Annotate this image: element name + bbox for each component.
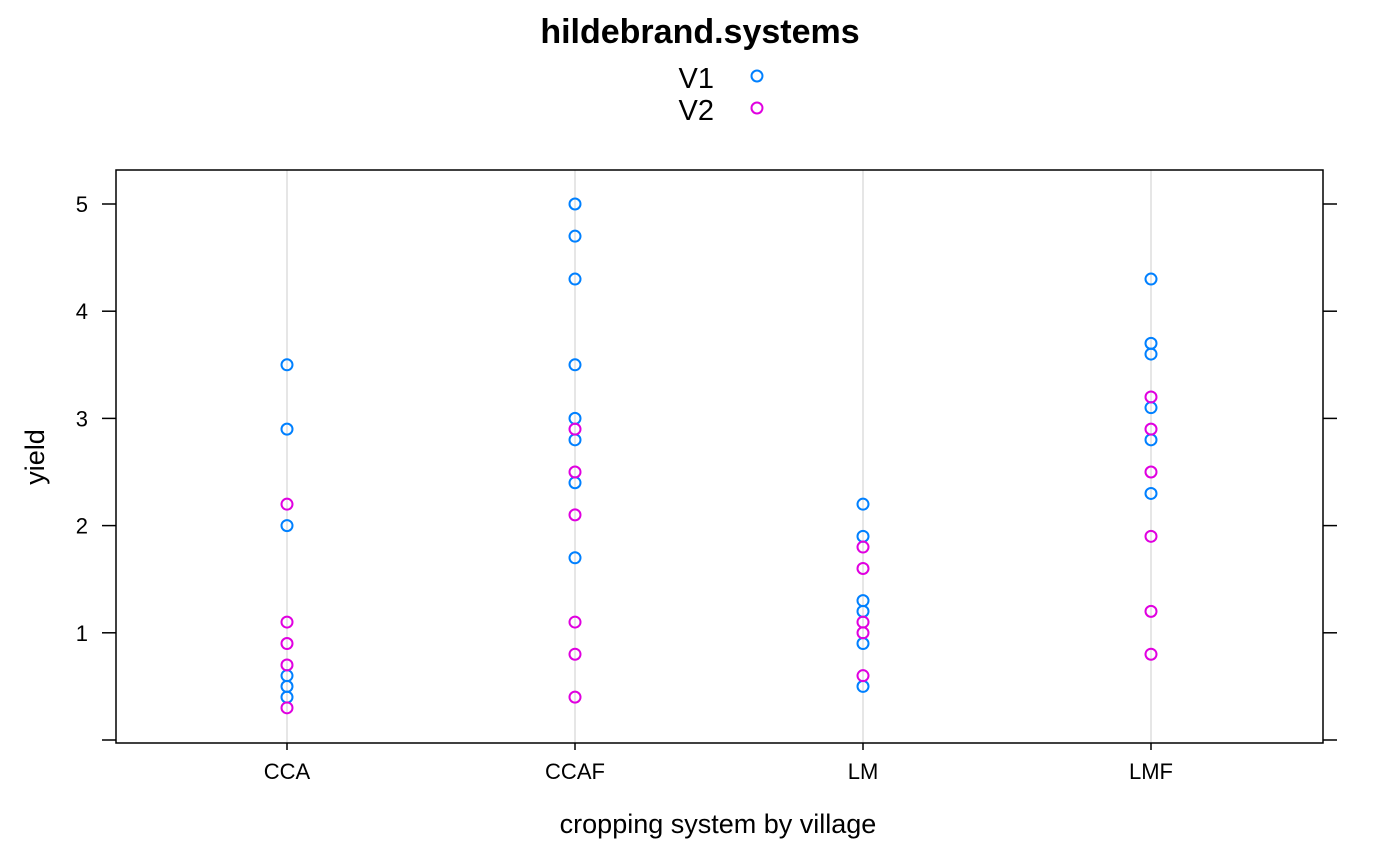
point-v2-lmf-20	[1144, 604, 1158, 618]
y-tick-label-1: 1	[76, 621, 88, 646]
point-v1-ccaf-13	[568, 551, 582, 565]
point-v2-lm-15	[856, 669, 870, 683]
chart-title: hildebrand.systems	[540, 13, 859, 51]
point-v1-lmf-20	[1144, 272, 1158, 286]
point-v2-ccaf-6	[568, 465, 582, 479]
point-v2-lm-12	[856, 561, 870, 575]
x-tick-label-ccaf: CCAF	[545, 759, 605, 784]
y-tick-label-4: 4	[76, 299, 88, 324]
x-axis-label: cropping system by village	[560, 809, 877, 839]
point-v1-cca-2	[280, 519, 294, 533]
legend: V1 V2	[679, 63, 764, 127]
plot-frame	[115, 169, 1324, 744]
point-v1-lm-14	[856, 497, 870, 511]
x-tick-label-cca: CCA	[264, 759, 311, 784]
y-tick-label-5: 5	[76, 192, 88, 217]
point-v2-lm-11	[856, 540, 870, 554]
y-tick-label-3: 3	[76, 406, 88, 431]
point-v1-ccaf-9	[568, 358, 582, 372]
point-v2-ccaf-9	[568, 647, 582, 661]
point-v1-ccaf-7	[568, 229, 582, 243]
point-v2-lmf-17	[1144, 422, 1158, 436]
point-v1-ccaf-6	[568, 197, 582, 211]
point-v1-cca-1	[280, 422, 294, 436]
x-tick-label-lmf: LMF	[1129, 759, 1173, 784]
data-points	[280, 197, 1158, 715]
point-v2-lmf-19	[1144, 529, 1158, 543]
point-v2-cca-1	[280, 615, 294, 629]
point-v2-lmf-21	[1144, 647, 1158, 661]
point-v2-ccaf-7	[568, 508, 582, 522]
x-tick-label-lm: LM	[848, 759, 879, 784]
point-v2-cca-4	[280, 701, 294, 715]
y-axis: 1 2 3 4 5	[76, 192, 1337, 741]
point-v2-lmf-18	[1144, 465, 1158, 479]
point-v2-lmf-16	[1144, 390, 1158, 404]
point-v2-cca-2	[280, 637, 294, 651]
legend-marker-v2	[750, 101, 764, 115]
point-v1-ccaf-8	[568, 272, 582, 286]
legend-label-v1: V1	[679, 63, 714, 95]
x-axis: CCA CCAF LM LMF	[264, 743, 1173, 784]
legend-label-v2: V2	[679, 95, 714, 127]
point-v1-cca-0	[280, 358, 294, 372]
point-v2-ccaf-10	[568, 690, 582, 704]
point-v2-lm-14	[856, 626, 870, 640]
point-v2-cca-3	[280, 658, 294, 672]
vertical-gridlines	[286, 170, 1152, 743]
y-axis-label: yield	[20, 429, 50, 485]
y-tick-label-2: 2	[76, 514, 88, 539]
point-v2-ccaf-8	[568, 615, 582, 629]
legend-marker-v1	[750, 69, 764, 83]
point-v1-lmf-25	[1144, 486, 1158, 500]
point-v2-ccaf-5	[568, 422, 582, 436]
point-v2-cca-0	[280, 497, 294, 511]
point-v1-lmf-22	[1144, 347, 1158, 361]
